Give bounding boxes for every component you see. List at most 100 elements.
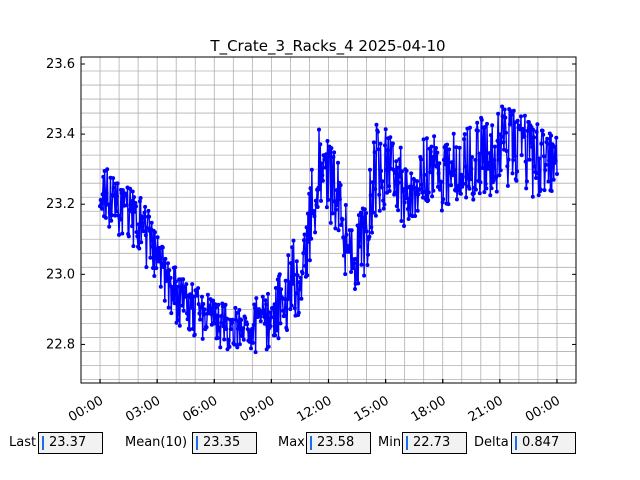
data-point (224, 316, 229, 321)
data-point (167, 268, 172, 273)
mean-value-box: 23.35 (192, 432, 257, 454)
data-point (508, 122, 513, 127)
data-point (216, 302, 221, 307)
data-point (471, 197, 476, 202)
data-point (149, 220, 154, 225)
data-point (307, 258, 312, 263)
data-point (422, 189, 427, 194)
data-point (163, 256, 168, 261)
data-point (162, 298, 167, 303)
y-tick-label: 22.8 (46, 337, 75, 352)
data-point (529, 125, 534, 130)
data-point (499, 134, 504, 139)
data-point (100, 206, 104, 211)
data-point (181, 308, 186, 313)
data-point (462, 137, 467, 142)
data-point (467, 186, 472, 191)
x-tick-marker (213, 381, 215, 384)
data-point (336, 228, 341, 233)
data-point (126, 234, 131, 239)
data-point (335, 203, 340, 208)
x-tick-marker (99, 380, 101, 382)
data-point (398, 174, 403, 179)
data-point (290, 281, 295, 286)
data-point (495, 138, 500, 143)
data-point (395, 165, 400, 170)
data-point (536, 193, 541, 198)
data-point (485, 121, 489, 126)
data-point (481, 148, 486, 153)
data-point (503, 115, 508, 120)
data-point (235, 345, 240, 350)
data-point (394, 204, 399, 209)
x-tick-marker (499, 381, 501, 384)
data-point (388, 135, 393, 140)
data-point (118, 217, 123, 222)
data-point (336, 160, 340, 165)
data-point (190, 282, 195, 287)
data-point (488, 133, 493, 138)
data-point (355, 223, 360, 228)
data-point (545, 141, 550, 146)
data-point (221, 324, 226, 329)
data-point (181, 277, 186, 282)
data-point (532, 164, 537, 169)
x-tick-marker (327, 380, 330, 382)
data-point (492, 144, 497, 149)
data-point (185, 311, 189, 316)
data-point (170, 290, 175, 295)
data-point (515, 169, 520, 174)
x-tick-marker (499, 379, 501, 381)
data-point (553, 158, 558, 163)
data-point (294, 259, 299, 264)
data-point (266, 344, 271, 349)
data-point (390, 141, 395, 146)
data-point (426, 190, 431, 195)
data-point (285, 328, 289, 332)
data-point (201, 302, 206, 306)
data-point (526, 120, 531, 125)
data-point (140, 216, 145, 220)
data-point (524, 179, 529, 184)
data-point (132, 209, 137, 214)
data-point (230, 320, 235, 325)
data-point (228, 327, 233, 332)
data-point (450, 173, 455, 178)
data-point (368, 167, 372, 172)
data-point (261, 308, 266, 313)
data-point (303, 263, 308, 268)
data-point (115, 194, 119, 199)
data-point (522, 113, 527, 118)
x-tick-marker (156, 381, 158, 384)
data-point (199, 305, 204, 310)
data-point (358, 230, 363, 234)
data-point (339, 223, 344, 227)
data-point (454, 197, 459, 202)
data-point (302, 238, 306, 243)
data-point (522, 134, 527, 139)
data-point (169, 285, 174, 289)
data-point (535, 122, 540, 127)
data-point (498, 168, 503, 173)
delta-value-box: 0.847 (511, 432, 576, 454)
y-tick-label: 23.4 (46, 127, 75, 142)
data-point (187, 327, 192, 332)
data-point (128, 186, 133, 191)
data-point (488, 193, 493, 198)
data-point (337, 197, 342, 202)
data-point (198, 317, 203, 322)
data-point (173, 265, 178, 270)
data-point (553, 145, 557, 149)
x-tick-marker (384, 381, 387, 384)
data-point (477, 151, 482, 156)
data-point (426, 198, 431, 203)
data-point (258, 319, 263, 324)
data-point (136, 222, 141, 227)
data-point (105, 167, 110, 172)
data-point (271, 305, 276, 310)
data-point (100, 192, 105, 197)
data-point (217, 325, 222, 330)
x-tick-marker (442, 381, 444, 384)
data-point (161, 265, 166, 269)
data-point (107, 224, 112, 229)
